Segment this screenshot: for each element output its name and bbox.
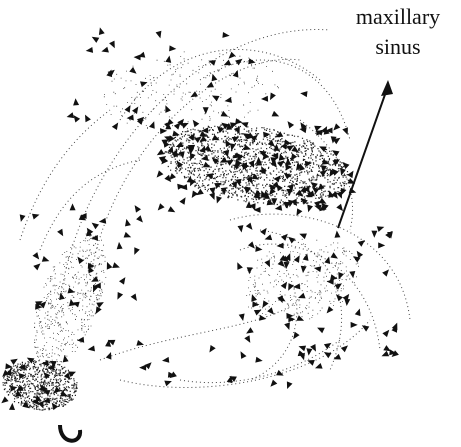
page: {"annotation": {"lines": ["maxillary", "… [0,0,461,447]
flow-figure: maxillary sinus [0,0,461,447]
annotation-line: maxillary [356,4,440,29]
annotation-line: sinus [375,34,420,59]
